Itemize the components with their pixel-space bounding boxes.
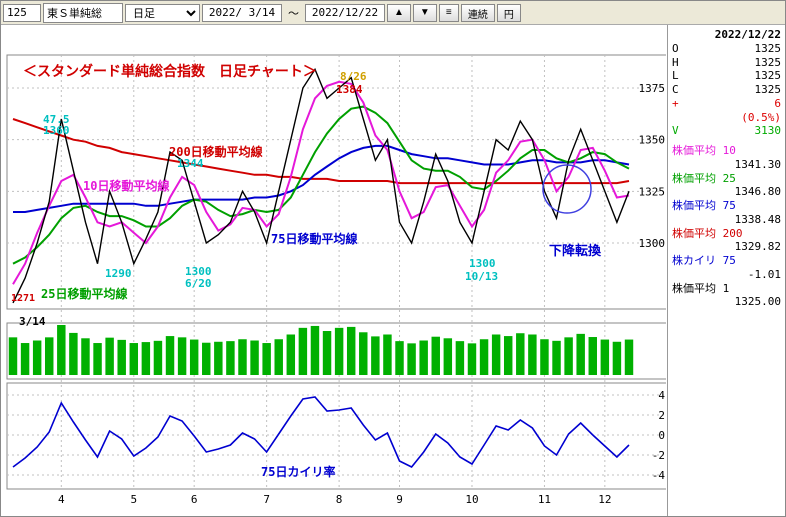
chart-annotation: 10日移動平均線	[83, 177, 169, 194]
chart-area: 1300 1325 1350 1375 4 5 6 7 8 9 10 11 12 -4 -2 0 2 4 ＜スタン…	[1, 25, 667, 516]
svg-text:1325: 1325	[639, 185, 666, 198]
chart-annotation: 1360	[43, 124, 70, 137]
indicator-row: 株価平均 11325.00	[672, 282, 781, 310]
ohlc-row: O1325	[672, 42, 781, 56]
indicator-row: 株価平均 251346.80	[672, 172, 781, 200]
code-input[interactable]	[3, 4, 41, 22]
list-button[interactable]: ≡	[439, 4, 459, 22]
ohlc-row: (0.5%)	[672, 111, 781, 125]
svg-text:1300: 1300	[639, 237, 666, 250]
ohlc-row: C1325	[672, 83, 781, 97]
chart-annotation: 1384	[336, 83, 363, 96]
side-panel: 2022/12/22 O1325H1325L1325C1325+6(0.5%)V…	[667, 25, 785, 516]
svg-text:-2: -2	[652, 449, 665, 462]
svg-text:11: 11	[538, 493, 551, 506]
svg-text:2: 2	[658, 409, 665, 422]
up-button[interactable]: ▲	[387, 4, 411, 22]
svg-text:4: 4	[58, 493, 65, 506]
chart-annotation: 10/13	[465, 270, 498, 283]
name-display: 東Ｓ単純総	[43, 3, 123, 23]
chart-annotation: 8/26	[340, 70, 367, 83]
main-area: 1300 1325 1350 1375 4 5 6 7 8 9 10 11 12 -4 -2 0 2 4 ＜スタン…	[1, 25, 785, 516]
chart-annotation: 3/14	[19, 315, 46, 328]
chart-title: ＜スタンダード単純総合指数 日足チャート＞	[23, 61, 317, 81]
chart-annotation: 1300	[469, 257, 496, 270]
chart-svg: 1300 1325 1350 1375 4 5 6 7 8 9 10 11 12 -4 -2 0 2 4	[1, 25, 666, 515]
indicator-row: 株価平均 751338.48	[672, 199, 781, 227]
ohlc-row: H1325	[672, 56, 781, 70]
svg-text:9: 9	[396, 493, 403, 506]
ohlc-row: V3130	[672, 124, 781, 138]
svg-text:4: 4	[658, 389, 665, 402]
chart-annotation: 1344	[177, 157, 204, 170]
svg-text:7: 7	[263, 493, 270, 506]
svg-text:1375: 1375	[639, 82, 666, 95]
svg-text:1350: 1350	[639, 134, 666, 147]
indicator-row: 株価平均 101341.30	[672, 144, 781, 172]
chart-annotation: 6/20	[185, 277, 212, 290]
app-window: 東Ｓ単純総 日足 ～ ▲ ▼ ≡ 連続 円 1300 1325 1350 1375 4 5…	[0, 0, 786, 517]
chart-annotation: 1290	[105, 267, 132, 280]
toolbar: 東Ｓ単純総 日足 ～ ▲ ▼ ≡ 連続 円	[1, 1, 785, 25]
date-tilde: ～	[284, 5, 303, 21]
svg-text:5: 5	[130, 493, 137, 506]
indicator-row: 株価平均 2001329.82	[672, 227, 781, 255]
down-button[interactable]: ▼	[413, 4, 437, 22]
svg-text:-4: -4	[652, 469, 666, 482]
interval-select[interactable]: 日足	[125, 4, 200, 22]
svg-text:10: 10	[465, 493, 478, 506]
date-from[interactable]	[202, 4, 282, 22]
svg-text:6: 6	[191, 493, 198, 506]
svg-text:8: 8	[336, 493, 343, 506]
chart-annotation: 75日移動平均線	[271, 230, 357, 247]
indicator-row: 株カイリ 75-1.01	[672, 254, 781, 282]
svg-text:0: 0	[658, 429, 665, 442]
chart-annotation: 下降転換	[549, 240, 601, 259]
chart-annotation: 1271	[11, 293, 35, 304]
side-date: 2022/12/22	[672, 28, 781, 42]
date-to[interactable]	[305, 4, 385, 22]
ohlc-row: L1325	[672, 69, 781, 83]
chart-annotation: 25日移動平均線	[41, 285, 127, 302]
ohlc-row: +6	[672, 97, 781, 111]
chart-annotation: 75日カイリ率	[261, 463, 335, 480]
continuous-button[interactable]: 連続	[461, 4, 495, 22]
svg-text:12: 12	[598, 493, 611, 506]
yen-button[interactable]: 円	[497, 4, 521, 22]
